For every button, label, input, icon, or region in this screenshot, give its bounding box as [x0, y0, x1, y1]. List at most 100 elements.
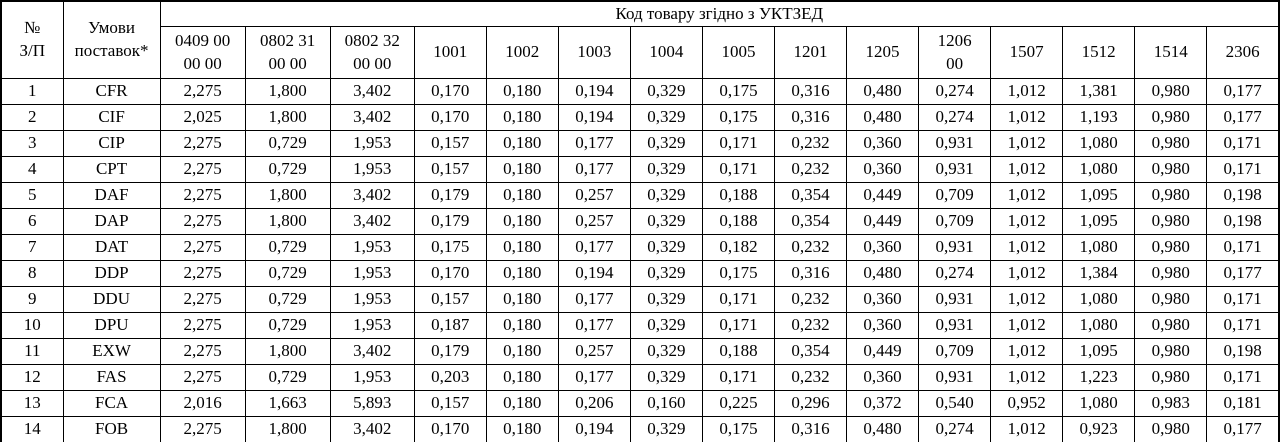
value-cell: 2,275: [159, 234, 246, 261]
value-cell: 0,170: [413, 260, 487, 287]
value-cell: 1,012: [990, 78, 1064, 105]
value-cell: 0,175: [701, 78, 775, 105]
value-cell: 1,800: [244, 338, 331, 365]
value-cell: 0,729: [244, 234, 331, 261]
value-cell: 0,177: [1206, 260, 1280, 287]
value-cell: 0,171: [701, 286, 775, 313]
value-cell: 0,329: [629, 208, 703, 235]
value-cell: 0,188: [701, 338, 775, 365]
value-cell: 0,171: [1206, 312, 1280, 339]
row-number-cell: 7: [0, 234, 64, 261]
code-column-header: 0802 32 00 00: [329, 26, 415, 79]
value-cell: 2,275: [159, 208, 246, 235]
value-cell: 0,171: [1206, 130, 1280, 157]
table-row: 14 FOB 2,275 1,800 3,402 0,170 0,180 0,194 0,329…: [0, 416, 1280, 442]
value-cell: 1,012: [990, 130, 1064, 157]
value-cell: 0,257: [557, 182, 631, 209]
value-cell: 1,080: [1062, 130, 1136, 157]
value-cell: 0,175: [701, 104, 775, 131]
code-column-header: 1002: [485, 26, 559, 79]
value-cell: 0,729: [244, 130, 331, 157]
delivery-term-cell: FAS: [62, 364, 161, 391]
value-cell: 0,931: [918, 234, 992, 261]
code-column-header: 1206 00: [918, 26, 992, 79]
value-cell: 3,402: [329, 416, 415, 442]
value-cell: 1,223: [1062, 364, 1136, 391]
code-column-header: 1201: [773, 26, 848, 79]
value-cell: 0,232: [773, 286, 848, 313]
value-cell: 1,384: [1062, 260, 1136, 287]
header-row-codes: 0409 00 00 00 0802 31 00 00 0802 32 00 00 1…: [1, 26, 1280, 79]
table-row: 2 CIF 2,025 1,800 3,402 0,170 0,180 0,194 0,329 0…: [0, 104, 1280, 131]
row-number-cell: 9: [0, 286, 64, 313]
value-cell: 0,232: [773, 312, 848, 339]
value-cell: 1,953: [329, 234, 415, 261]
value-cell: 1,012: [990, 416, 1064, 442]
code-column-header: 1205: [846, 26, 920, 79]
delivery-term-cell: CPT: [62, 156, 161, 183]
value-cell: 0,360: [846, 286, 920, 313]
value-cell: 0,354: [773, 208, 848, 235]
value-cell: 0,225: [701, 390, 775, 417]
value-cell: 0,180: [485, 156, 559, 183]
value-cell: 0,360: [846, 312, 920, 339]
row-number-cell: 8: [0, 260, 64, 287]
value-cell: 2,275: [159, 286, 246, 313]
value-cell: 0,180: [485, 260, 559, 287]
group-header-product-code: Код товару згідно з УКТЗЕД: [159, 0, 1280, 27]
code-column-header: 1514: [1134, 26, 1208, 79]
code-column-header: 1001: [413, 26, 487, 79]
table-row: 4 CPT 2,275 0,729 1,953 0,157 0,180 0,177 0,329 0…: [0, 156, 1280, 183]
table-row: 8 DDP 2,275 0,729 1,953 0,170 0,180 0,194 0,329 0…: [0, 260, 1280, 287]
value-cell: 0,316: [773, 104, 848, 131]
value-cell: 2,275: [159, 260, 246, 287]
delivery-term-cell: DDP: [62, 260, 161, 287]
value-cell: 2,016: [159, 390, 246, 417]
value-cell: 0,931: [918, 286, 992, 313]
table-body: 1 CFR 2,275 1,800 3,402 0,170 0,180 0,194 0,329 0…: [0, 78, 1280, 442]
value-cell: 0,232: [773, 234, 848, 261]
value-cell: 1,953: [329, 286, 415, 313]
value-cell: 0,180: [485, 338, 559, 365]
value-cell: 0,188: [701, 208, 775, 235]
delivery-term-cell: FOB: [62, 416, 161, 442]
table-row: 9 DDU 2,275 0,729 1,953 0,157 0,180 0,177 0,329 0…: [0, 286, 1280, 313]
value-cell: 1,953: [329, 312, 415, 339]
value-cell: 1,663: [244, 390, 331, 417]
code-column-header: 1512: [1062, 26, 1136, 79]
delivery-term-cell: FCA: [62, 390, 161, 417]
value-cell: 1,095: [1062, 338, 1136, 365]
value-cell: 3,402: [329, 78, 415, 105]
value-cell: 0,157: [413, 156, 487, 183]
value-cell: 0,329: [629, 312, 703, 339]
value-cell: 0,980: [1134, 130, 1208, 157]
value-cell: 1,012: [990, 156, 1064, 183]
value-cell: 0,980: [1134, 364, 1208, 391]
row-number-cell: 6: [0, 208, 64, 235]
code-column-header: 2306: [1206, 26, 1280, 79]
value-cell: 0,177: [557, 130, 631, 157]
delivery-term-cell: DAT: [62, 234, 161, 261]
header-row-top: № З/П Умови поставок* Код товару згідно …: [0, 0, 1280, 79]
value-cell: 0,980: [1134, 156, 1208, 183]
value-cell: 0,329: [629, 78, 703, 105]
value-cell: 0,329: [629, 234, 703, 261]
value-cell: 0,179: [413, 338, 487, 365]
value-cell: 0,449: [846, 182, 920, 209]
code-column-header: 1005: [701, 26, 775, 79]
table-row: 3 CIP 2,275 0,729 1,953 0,157 0,180 0,177 0,329 0…: [0, 130, 1280, 157]
value-cell: 1,012: [990, 234, 1064, 261]
delivery-term-cell: EXW: [62, 338, 161, 365]
value-cell: 0,449: [846, 338, 920, 365]
row-number-cell: 3: [0, 130, 64, 157]
delivery-term-cell: DDU: [62, 286, 161, 313]
value-cell: 1,953: [329, 156, 415, 183]
value-cell: 0,157: [413, 390, 487, 417]
row-number-cell: 1: [0, 78, 64, 105]
value-cell: 0,329: [629, 260, 703, 287]
code-column-header: 0802 31 00 00: [244, 26, 331, 79]
code-column-header: 1507: [990, 26, 1064, 79]
column-header-row-number: № З/П: [0, 0, 64, 79]
value-cell: 0,194: [557, 260, 631, 287]
value-cell: 0,194: [557, 104, 631, 131]
